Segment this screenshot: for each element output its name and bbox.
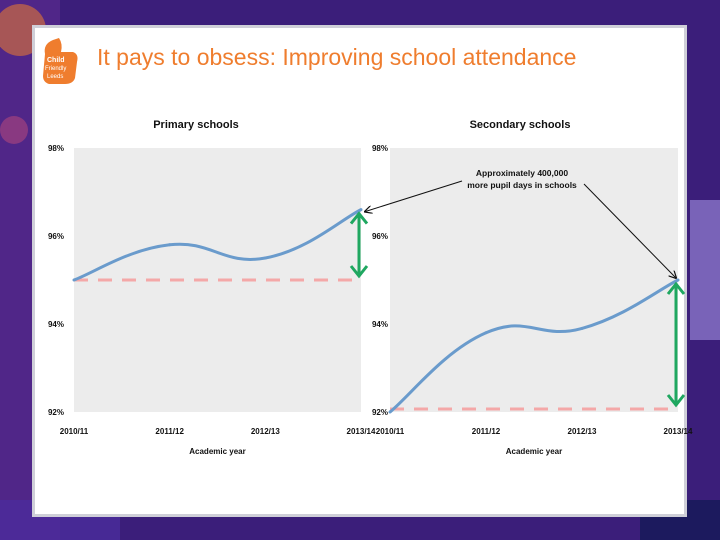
secondary-ytick-label: 96% — [372, 232, 388, 241]
svg-text:Leeds: Leeds — [47, 74, 63, 80]
secondary-xtick-label: 2012/13 — [568, 427, 597, 436]
primary-ytick-label: 96% — [48, 232, 64, 241]
secondary-series-line — [389, 278, 679, 414]
secondary-arrow-head-down — [666, 394, 686, 408]
secondary-xtick-label: 2013/14 — [664, 427, 693, 436]
secondary-chart: Secondary schools 92% 94% 96% 98% 2010/11 2011… — [372, 119, 693, 456]
secondary-chart-title: Secondary schools — [470, 119, 571, 131]
secondary-x-axis-label: Academic year — [506, 447, 562, 456]
primary-data-point — [359, 208, 363, 212]
svg-text:Child: Child — [47, 57, 65, 64]
primary-x-axis-label: Academic year — [189, 447, 245, 456]
primary-arrow-head-down — [349, 265, 369, 279]
primary-ytick-label: 98% — [48, 144, 64, 153]
svg-text:Friendly: Friendly — [45, 66, 66, 72]
secondary-ytick-label: 98% — [372, 144, 388, 153]
primary-xtick-label: 2012/13 — [251, 427, 280, 436]
primary-ytick-label: 94% — [48, 320, 64, 329]
secondary-data-point — [388, 410, 392, 414]
primary-data-point — [72, 278, 76, 282]
secondary-xtick-label: 2010/11 — [376, 427, 405, 436]
secondary-data-point — [676, 278, 680, 282]
primary-xtick-label: 2013/14 — [347, 427, 376, 436]
primary-data-point — [263, 256, 267, 260]
primary-series-line — [73, 208, 362, 282]
annotation-line-2: more pupil days in schools — [467, 180, 577, 190]
slide-title: It pays to obsess: Improving school atte… — [97, 44, 577, 70]
primary-plot-area — [74, 148, 361, 412]
annotation-callout: Approximately 400,000 more pupil days in … — [365, 168, 676, 278]
secondary-data-point — [484, 331, 488, 335]
primary-ytick-label: 92% — [48, 408, 64, 417]
secondary-ytick-label: 94% — [372, 320, 388, 329]
annotation-pointer-primary — [365, 180, 463, 212]
primary-xtick-label: 2010/11 — [60, 427, 89, 436]
secondary-ytick-label: 92% — [372, 408, 388, 417]
child-friendly-leeds-logo: Child Friendly Leeds — [43, 38, 78, 84]
primary-chart-title: Primary schools — [153, 119, 239, 131]
secondary-xtick-label: 2011/12 — [472, 427, 501, 436]
annotation-pointer-secondary — [583, 183, 676, 278]
primary-data-point — [168, 243, 172, 247]
annotation-line-1: Approximately 400,000 — [476, 168, 568, 178]
primary-arrow-head-up — [349, 211, 369, 225]
primary-chart: Primary schools 92% 94% 96% 98% 2010/11 2011/1… — [48, 119, 376, 456]
primary-xtick-label: 2011/12 — [155, 427, 184, 436]
secondary-data-point — [580, 326, 584, 330]
secondary-arrow-head-up — [666, 281, 686, 295]
secondary-plot-area — [390, 148, 678, 412]
